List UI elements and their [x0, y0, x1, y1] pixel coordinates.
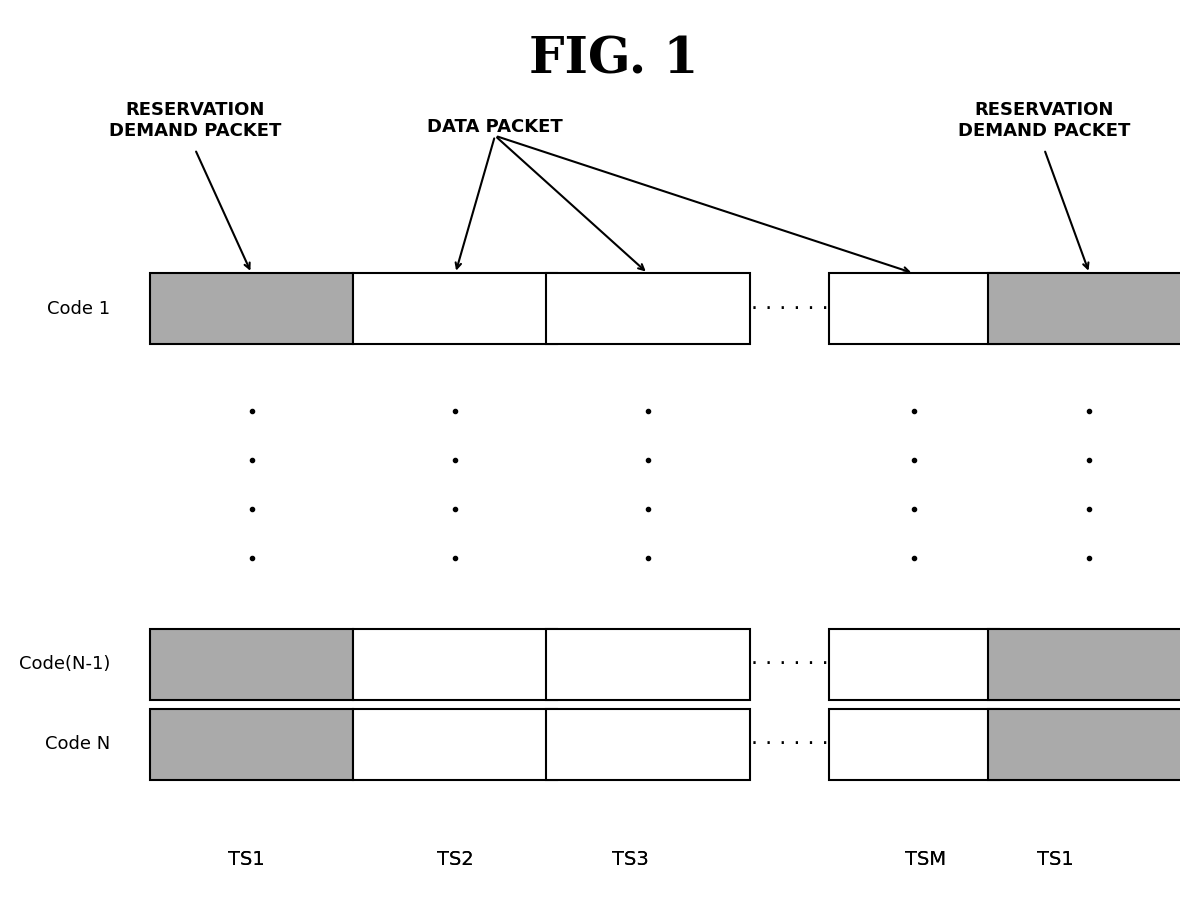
Text: RESERVATION
DEMAND PACKET: RESERVATION DEMAND PACKET	[958, 101, 1130, 140]
FancyBboxPatch shape	[150, 709, 354, 779]
Text: TS1: TS1	[1037, 850, 1074, 869]
Text: Code N: Code N	[45, 735, 110, 753]
FancyBboxPatch shape	[546, 709, 750, 779]
Text: TSM: TSM	[904, 850, 946, 869]
FancyBboxPatch shape	[988, 709, 1187, 779]
Text: TS3: TS3	[612, 850, 649, 869]
Text: · · · · · ·: · · · · · ·	[750, 654, 829, 674]
FancyBboxPatch shape	[354, 273, 557, 345]
FancyBboxPatch shape	[988, 273, 1187, 345]
FancyBboxPatch shape	[546, 273, 750, 345]
Text: TS3: TS3	[612, 850, 649, 869]
FancyBboxPatch shape	[150, 629, 354, 700]
Text: · · · · · ·: · · · · · ·	[750, 734, 829, 754]
Text: TS1: TS1	[228, 850, 265, 869]
FancyBboxPatch shape	[150, 273, 354, 345]
Text: RESERVATION
DEMAND PACKET: RESERVATION DEMAND PACKET	[109, 101, 281, 140]
Text: TSM: TSM	[904, 850, 946, 869]
Text: TS1: TS1	[228, 850, 265, 869]
Text: TS1: TS1	[1037, 850, 1074, 869]
Text: TS2: TS2	[437, 850, 474, 869]
FancyBboxPatch shape	[829, 709, 999, 779]
FancyBboxPatch shape	[546, 629, 750, 700]
FancyBboxPatch shape	[354, 629, 557, 700]
Text: Code(N-1): Code(N-1)	[19, 655, 110, 673]
Text: Code 1: Code 1	[46, 299, 110, 318]
Text: · · · · · ·: · · · · · ·	[750, 299, 829, 319]
Text: TS2: TS2	[437, 850, 474, 869]
FancyBboxPatch shape	[354, 709, 557, 779]
FancyBboxPatch shape	[829, 629, 999, 700]
FancyBboxPatch shape	[988, 629, 1187, 700]
Text: FIG. 1: FIG. 1	[529, 36, 699, 85]
FancyBboxPatch shape	[829, 273, 999, 345]
Text: DATA PACKET: DATA PACKET	[427, 118, 563, 135]
